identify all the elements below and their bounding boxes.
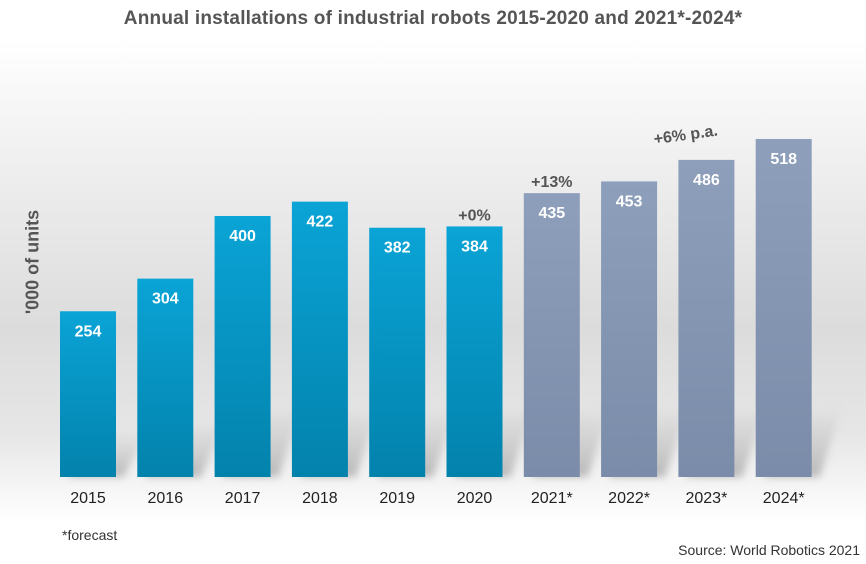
bar-value-label: 384 — [461, 238, 488, 255]
bar-value-label: 400 — [229, 228, 256, 245]
growth-annotation: +13% — [531, 174, 572, 191]
bar-value-label: 422 — [307, 214, 334, 231]
bars — [60, 139, 812, 478]
bar-2016 — [137, 278, 194, 477]
source-note: Source: World Robotics 2021 — [678, 542, 860, 558]
bar-2020 — [446, 226, 503, 477]
bar-value-labels: 254 304 400 422 382 384 435 453 486 518 — [75, 151, 797, 340]
x-tick-label: 2018 — [302, 490, 338, 507]
growth-annotation: +6% p.a. — [653, 123, 719, 149]
x-tick-label: 2020 — [457, 490, 493, 507]
bar-value-label: 486 — [693, 172, 720, 189]
x-tick-label: 2021* — [531, 490, 573, 507]
x-axis-tick-labels: 2015 2016 2017 2018 2019 2020 2021* 2022* 2023* 2… — [70, 490, 804, 507]
x-tick-label: 2016 — [148, 490, 184, 507]
bar-value-label: 382 — [384, 240, 411, 257]
x-tick-label: 2015 — [70, 490, 106, 507]
bar-2024-forecast — [755, 139, 812, 477]
forecast-footnote: *forecast — [62, 527, 118, 543]
bar-2017 — [214, 216, 271, 477]
x-tick-label: 2023* — [685, 490, 727, 507]
x-tick-label: 2017 — [225, 490, 261, 507]
bar-2023-forecast — [678, 159, 735, 477]
bar-value-label: 254 — [75, 323, 102, 340]
bar-value-label: 304 — [152, 291, 179, 308]
bar-2022-forecast — [601, 181, 658, 478]
growth-annotation: +0% — [458, 207, 490, 224]
bar-2021-forecast — [523, 193, 580, 477]
bar-value-label: 435 — [538, 205, 565, 222]
x-tick-label: 2024* — [763, 490, 805, 507]
bar-value-label: 453 — [616, 193, 643, 210]
bar-2015 — [60, 311, 116, 477]
bar-value-label: 518 — [770, 151, 797, 168]
x-tick-label: 2019 — [379, 490, 415, 507]
x-tick-label: 2022* — [608, 490, 650, 507]
bar-2018 — [291, 201, 348, 477]
bar-2019 — [369, 227, 426, 477]
chart-title: Annual installations of industrial robot… — [123, 8, 743, 29]
